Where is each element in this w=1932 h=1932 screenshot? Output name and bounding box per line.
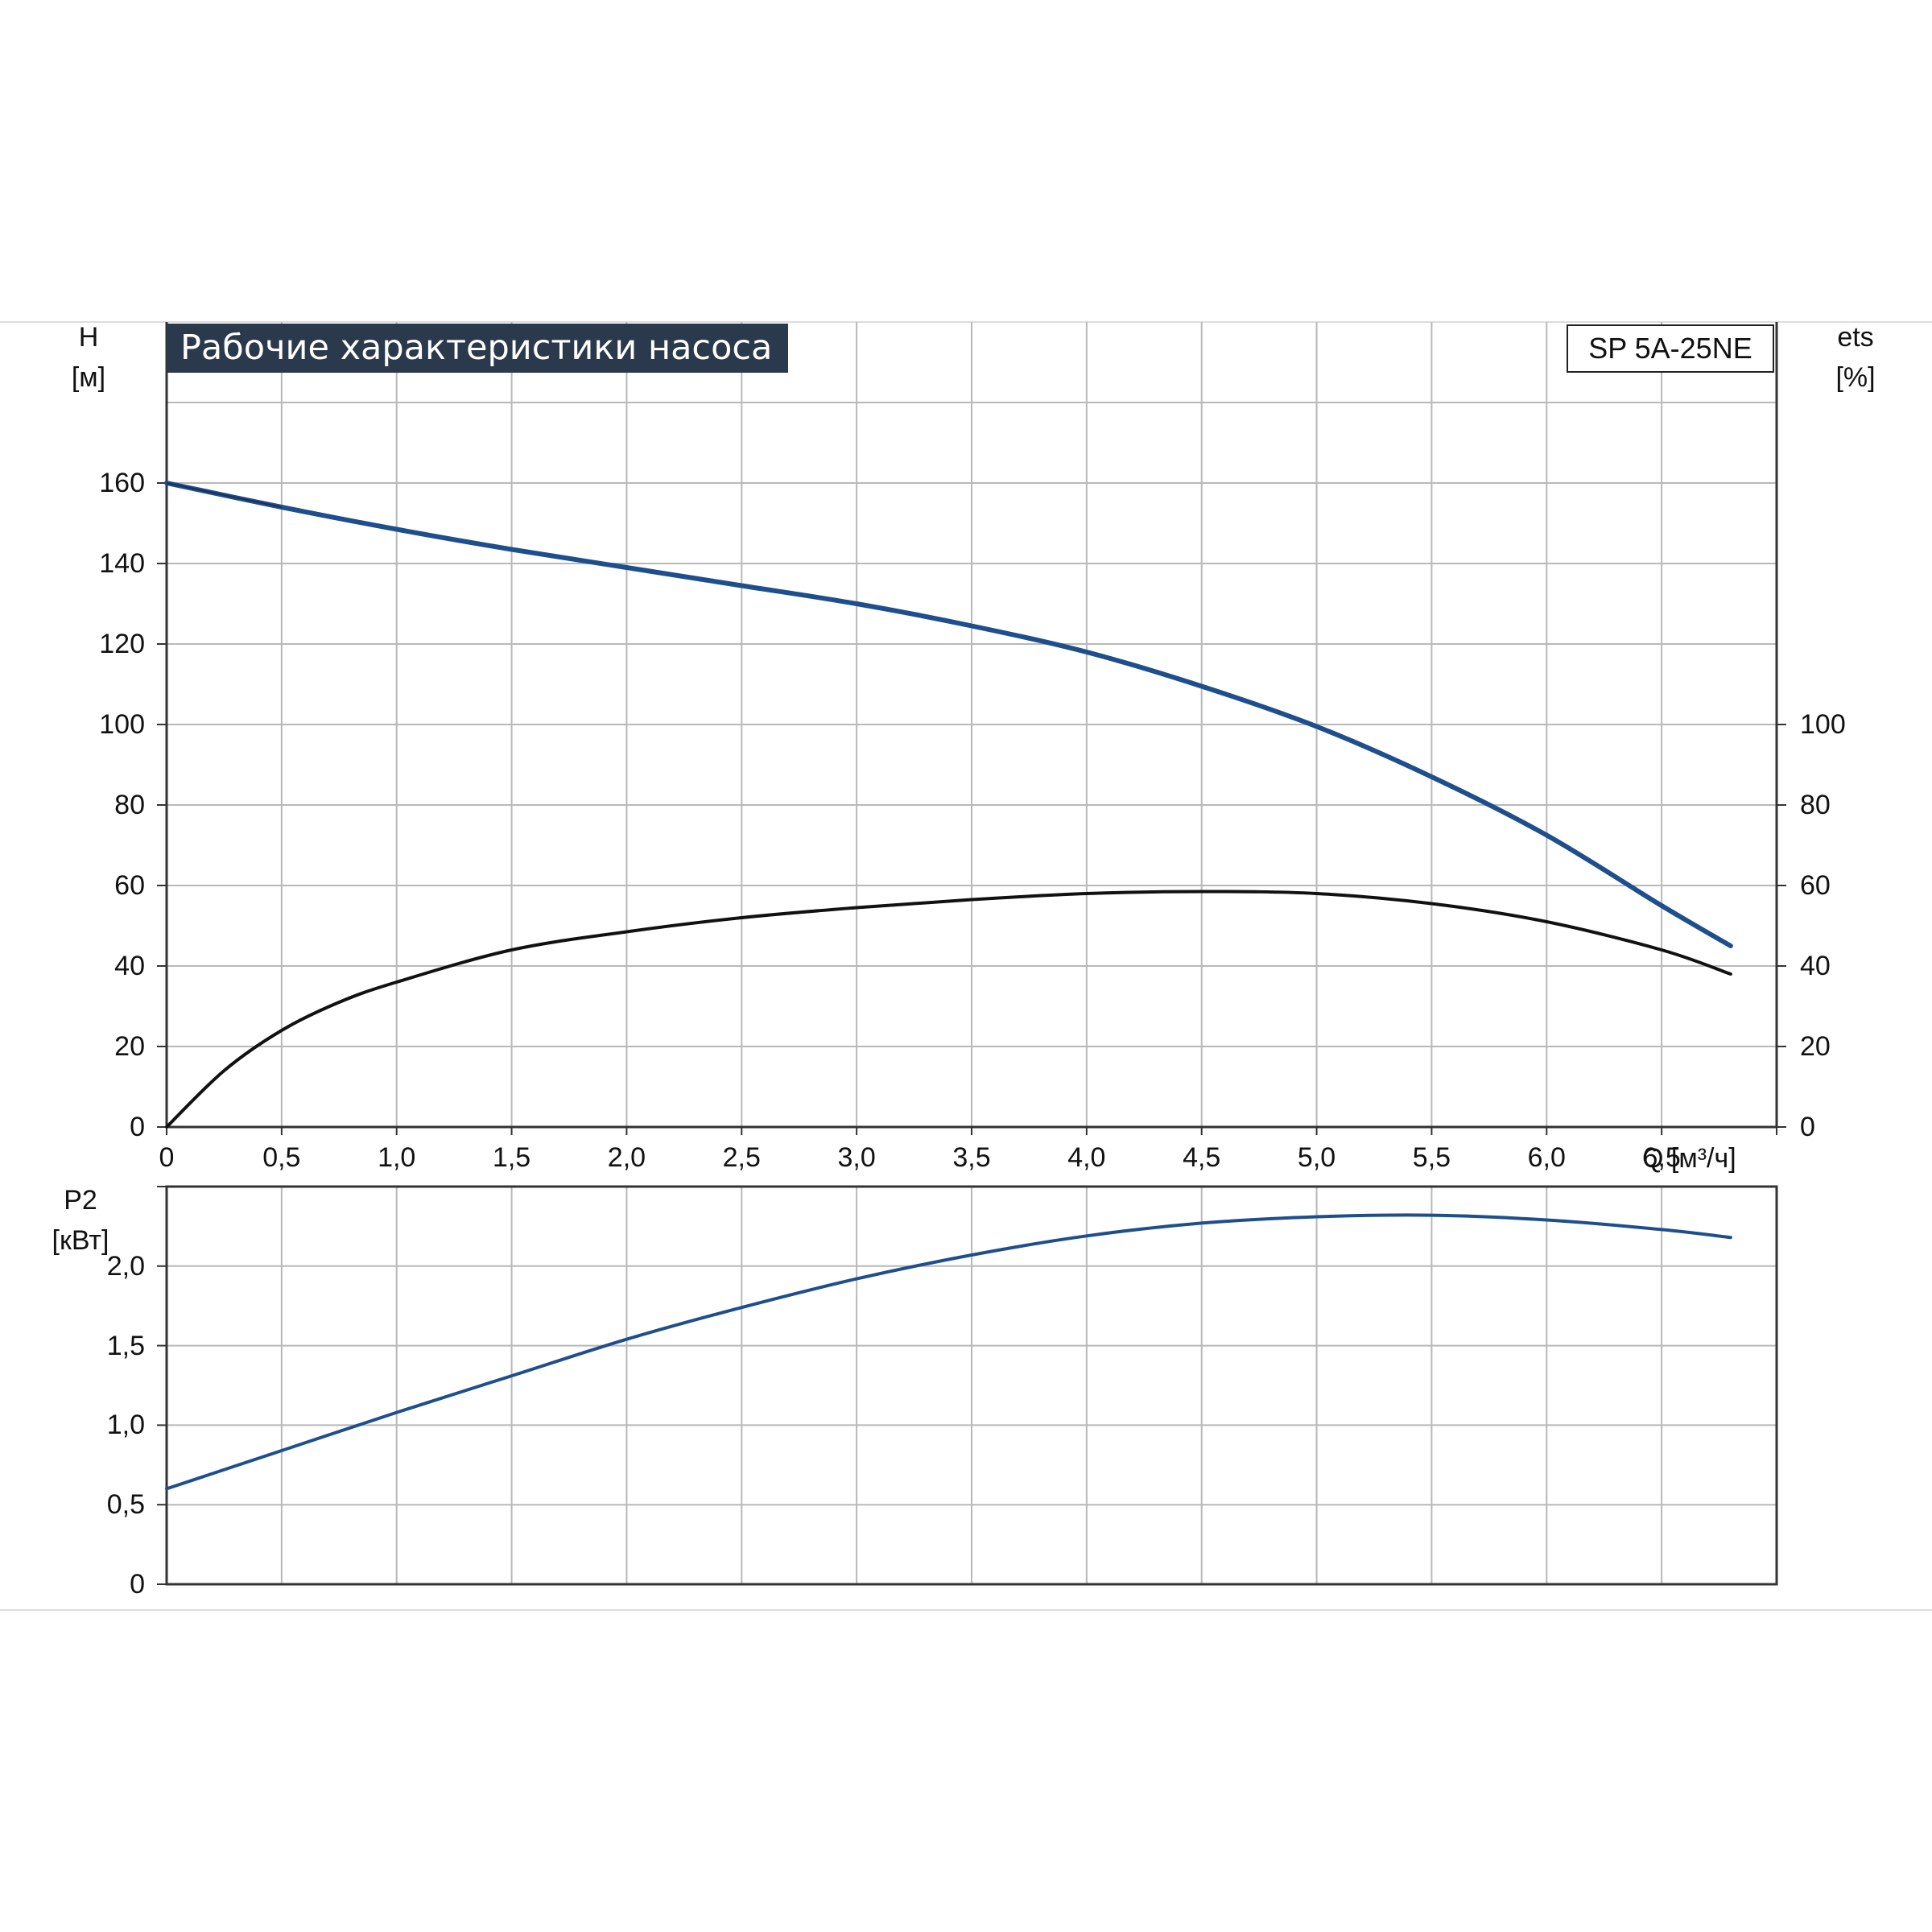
- head-tick-label: 20: [114, 1031, 145, 1062]
- head-tick-label: 60: [114, 870, 145, 901]
- head-axis-unit: [м]: [71, 362, 106, 393]
- model-label: SP 5A-25NE: [1588, 332, 1752, 365]
- flow-tick-label: 4,5: [1183, 1142, 1221, 1173]
- head-curve: [164, 481, 1733, 948]
- power-curve: [165, 1213, 1732, 1491]
- efficiency-curve: [165, 890, 1732, 1129]
- efficiency-axis-unit: [%]: [1835, 362, 1876, 393]
- model-badge: [1567, 324, 1774, 373]
- flow-tick-label: 2,5: [722, 1142, 761, 1173]
- flow-tick-label: 3,0: [837, 1142, 876, 1173]
- head-axis-symbol: H: [78, 322, 99, 353]
- flow-tick-label: 5,0: [1297, 1142, 1336, 1173]
- efficiency-tick-label: 40: [1800, 951, 1831, 981]
- title-banner: [167, 324, 788, 373]
- power-axis-symbol: P2: [64, 1185, 97, 1216]
- power-tick-label: 1,5: [106, 1330, 145, 1361]
- flow-tick-label: 1,0: [378, 1142, 416, 1173]
- power-plot-frame: [165, 1185, 1778, 1586]
- head-tick-label: 40: [114, 951, 145, 981]
- power-tick-label: 0,5: [106, 1489, 145, 1521]
- flow-tick-label: 2,0: [607, 1142, 646, 1173]
- efficiency-tick-label: 20: [1800, 1031, 1831, 1062]
- power-tick-label: 0: [130, 1569, 145, 1600]
- head-tick-label: 80: [114, 790, 145, 820]
- flow-tick-label: 4,0: [1067, 1142, 1106, 1173]
- flow-tick-label: 3,5: [952, 1142, 991, 1173]
- head-tick-label: 100: [99, 709, 145, 740]
- efficiency-tick-label: 100: [1800, 709, 1846, 740]
- head-tick-label: 140: [99, 548, 145, 579]
- efficiency-tick-label: 0: [1800, 1112, 1815, 1142]
- power-tick-label: 2,0: [106, 1250, 145, 1282]
- flow-tick-label: 0: [159, 1142, 175, 1173]
- chart-title: Рабочие характеристики насоса: [180, 328, 773, 368]
- power-tick-label: 1,0: [106, 1410, 145, 1441]
- flow-tick-label: 1,5: [492, 1142, 531, 1173]
- head-curve-start-segment: [166, 482, 283, 508]
- flow-tick-label: 6,5: [1642, 1142, 1681, 1173]
- flow-tick-label: 5,5: [1412, 1142, 1451, 1173]
- flow-tick-label: 6,0: [1527, 1142, 1566, 1173]
- efficiency-axis-symbol: ets: [1837, 322, 1874, 353]
- head-tick-label: 120: [99, 629, 145, 659]
- head-tick-label: 160: [99, 468, 145, 498]
- efficiency-tick-label: 80: [1800, 790, 1831, 820]
- power-axis-unit: [кВт]: [52, 1225, 109, 1256]
- head-tick-label: 0: [130, 1112, 145, 1142]
- flow-axis-label: Q [м³/ч]: [1642, 1143, 1736, 1174]
- flow-tick-label: 0,5: [262, 1142, 301, 1173]
- efficiency-tick-label: 60: [1800, 870, 1831, 901]
